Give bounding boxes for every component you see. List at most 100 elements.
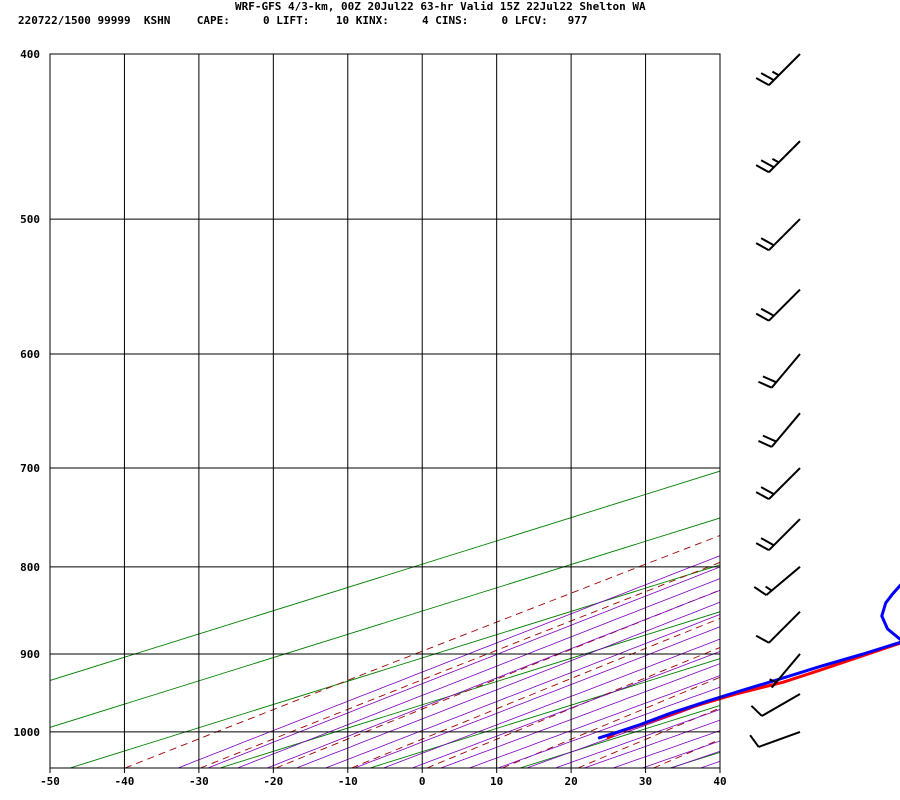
moist-adiabat-line <box>382 638 720 768</box>
plot-frame <box>49 53 721 769</box>
barb-flag <box>750 705 763 717</box>
y-tick-label: 600 <box>20 348 40 361</box>
barb-shaft <box>758 730 801 748</box>
barb-shaft <box>768 218 801 251</box>
barb-shaft <box>768 467 801 500</box>
barb-shaft <box>761 693 801 717</box>
wind-barb <box>769 653 801 689</box>
plot-border <box>49 53 721 769</box>
x-tick-label: 0 <box>419 775 426 788</box>
y-tick-label: 900 <box>20 648 40 661</box>
x-tick-label: 20 <box>564 775 577 788</box>
barb-flag <box>758 380 773 389</box>
x-tick-label: -10 <box>338 775 358 788</box>
barb-half-flag <box>765 585 773 592</box>
isotherm-line <box>219 611 720 768</box>
barb-shaft <box>768 140 801 173</box>
wind-barb <box>755 288 801 322</box>
dry-adiabat-line <box>729 54 900 768</box>
barb-flag <box>760 72 775 82</box>
wind-barb <box>755 53 801 86</box>
moist-adiabat-line <box>236 578 720 768</box>
moist-adiabat-line <box>468 675 720 768</box>
barb-flag <box>749 734 760 748</box>
moist-adiabat-line <box>206 566 720 768</box>
barb-half-flag <box>771 70 780 77</box>
barb-shaft <box>768 518 801 551</box>
y-tick-label: 700 <box>20 462 40 475</box>
barb-flag <box>762 375 777 384</box>
wind-barb <box>758 353 801 389</box>
barb-flag <box>762 434 777 443</box>
barb-flag <box>758 440 773 448</box>
moist-adiabat-line <box>582 719 720 768</box>
station-stats: 220722/1500 99999 KSHN CAPE: 0 LIFT: 10 … <box>18 14 588 27</box>
x-tick-label: -50 <box>40 775 60 788</box>
wind-barb <box>758 412 801 448</box>
moist-adiabat-line <box>611 730 720 768</box>
isotherm-line <box>369 658 720 768</box>
barb-flag <box>755 312 770 322</box>
temperature-line <box>606 641 900 740</box>
barb-flag <box>755 164 770 174</box>
wind-barb <box>755 518 801 552</box>
moist-adiabat-line <box>496 686 720 768</box>
dry-adiabat-line <box>502 676 720 768</box>
x-tick-label: 40 <box>713 775 726 788</box>
y-tick-label: 1000 <box>14 726 41 739</box>
barb-half-flag <box>771 157 780 164</box>
barb-flag <box>760 537 775 547</box>
moist-adiabat-line <box>295 601 720 768</box>
barb-shaft <box>770 412 801 448</box>
y-tick-label: 800 <box>20 561 40 574</box>
moist-adiabat-line <box>176 555 720 768</box>
sounding-profiles <box>597 583 900 740</box>
x-tick-label: -40 <box>115 775 135 788</box>
wind-barb <box>753 566 801 596</box>
dry-adiabat-line <box>200 561 720 768</box>
moist-adiabat-line <box>640 740 720 768</box>
chart-grid <box>49 53 721 773</box>
barb-flag <box>760 159 775 169</box>
wind-barb <box>755 218 801 252</box>
y-tick-label: 500 <box>20 213 40 226</box>
barb-flag <box>755 634 770 644</box>
barb-flag <box>755 491 770 501</box>
dry-adiabat-line <box>351 617 720 768</box>
wind-barb <box>749 730 801 748</box>
moist-adiabat-line <box>324 613 720 768</box>
moist-adiabat-line <box>265 589 720 768</box>
barb-shaft <box>768 610 801 644</box>
barb-flag <box>753 586 767 596</box>
barb-flag <box>760 237 775 247</box>
moist-adiabat-line <box>411 651 720 768</box>
isotherm-line <box>50 470 720 681</box>
isotherm-line <box>50 517 720 728</box>
x-tick-label: 10 <box>490 775 503 788</box>
barb-flag <box>755 77 770 86</box>
x-tick-label: 30 <box>639 775 652 788</box>
moist-adiabat-line <box>439 663 720 768</box>
barb-shaft <box>770 353 801 389</box>
dry-adiabat-line <box>275 589 720 768</box>
wind-barb <box>750 693 801 717</box>
isotherm-line <box>669 751 720 768</box>
y-tick-label: 400 <box>20 48 40 61</box>
x-tick-label: -30 <box>189 775 209 788</box>
barb-flag <box>760 307 775 317</box>
wind-barb <box>755 140 801 174</box>
isotherm-line <box>820 54 900 768</box>
dry-adiabat-line <box>124 534 720 768</box>
chart-title: WRF-GFS 4/3-km, 00Z 20Jul22 63-hr Valid … <box>235 0 646 13</box>
isotherm-line <box>69 564 720 768</box>
wind-barbs <box>749 53 801 748</box>
barb-flag <box>755 542 770 552</box>
wind-barb <box>755 467 801 501</box>
background-lines <box>50 54 900 768</box>
barb-shaft <box>770 653 801 689</box>
barb-half-flag <box>769 678 777 684</box>
dewpoint-line <box>597 583 900 740</box>
barb-shaft <box>765 566 801 596</box>
dry-adiabat-line <box>880 54 900 768</box>
